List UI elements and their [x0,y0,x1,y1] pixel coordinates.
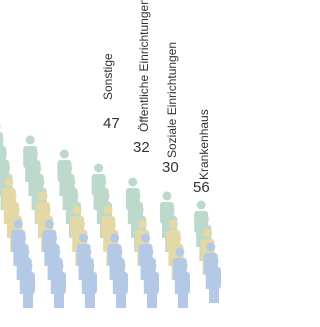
person-head [32,164,41,173]
person-legs [147,292,157,308]
person-head [39,192,48,201]
person-body [176,272,190,294]
value-label: 30 [162,159,179,176]
person-head [17,234,26,243]
person-head [4,178,13,187]
person-head [51,248,60,257]
person-head [79,234,88,243]
person-head [179,262,188,271]
person-head [110,234,119,243]
value-label: 47 [103,115,120,132]
person-head [101,192,110,201]
person-head [29,150,38,159]
person-head [48,234,57,243]
person-head [172,234,181,243]
person-head [166,206,175,215]
person-head [82,248,91,257]
person-head [135,206,144,215]
person-head [113,248,122,257]
person-head [24,262,33,271]
person-head [1,164,10,173]
person-head [200,215,209,224]
category-label: Sonstige [101,53,115,100]
person-head [11,206,20,215]
person-head [169,220,178,229]
person-head [197,201,206,210]
person-head [163,192,172,201]
person-head [94,164,103,173]
person-body [21,272,35,294]
person-head [148,262,157,271]
labels: Sonstige 47 Öffentliche Einrichtungen 32 Soz… [101,0,211,196]
person-head [128,178,137,187]
person-legs [209,287,219,303]
person-legs [54,292,64,308]
value-label: 32 [133,139,150,156]
person-head [20,248,29,257]
person-head [66,178,75,187]
person-head [73,206,82,215]
person-body [114,272,128,294]
person-head [63,164,72,173]
person-head [70,192,79,201]
person-head [26,136,35,145]
infographic: Sonstige 47 Öffentliche Einrichtungen 32 Soz… [0,0,249,327]
person-head [141,234,150,243]
person-legs [178,292,188,308]
person-head [86,262,95,271]
people-figures [0,122,221,309]
person-head [144,248,153,257]
category-label: Soziale Einrichtungen [165,42,179,158]
person-head [8,192,17,201]
person-legs [23,292,33,308]
person-head [60,150,69,159]
category-label: Öffentliche Einrichtungen [137,0,151,132]
person-head [76,220,85,229]
person-head [104,206,113,215]
person-body [83,272,97,294]
person-head [14,220,23,229]
value-label: 56 [193,179,210,196]
person-head [117,262,126,271]
person-head [210,257,219,266]
person-head [0,122,1,131]
person-head [138,220,147,229]
person-head [203,229,212,238]
person-head [0,136,4,145]
person-body [145,272,159,294]
person-body [207,267,221,289]
category-label: Krankenhaus [197,109,211,180]
person-head [97,178,106,187]
person-head [132,192,141,201]
person-head [35,178,44,187]
person-legs [85,292,95,308]
person-head [45,220,54,229]
person-head [175,248,184,257]
person-head [55,262,64,271]
person-head [42,206,51,215]
person-head [206,243,215,252]
person-head [107,220,116,229]
person-legs [116,292,126,308]
person-body [52,272,66,294]
